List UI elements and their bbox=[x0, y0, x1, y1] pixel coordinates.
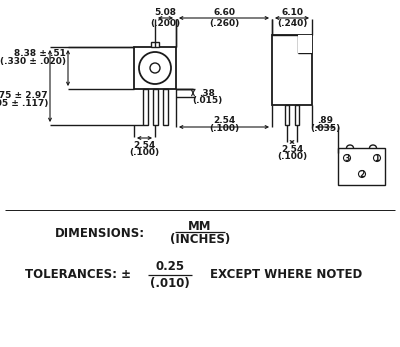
Bar bbox=[162, 89, 168, 125]
Text: (.330 ± .020): (.330 ± .020) bbox=[0, 57, 66, 66]
Text: 8.38 ± .51: 8.38 ± .51 bbox=[14, 49, 66, 58]
Text: (.015): (.015) bbox=[192, 95, 222, 104]
Text: 2.54: 2.54 bbox=[281, 144, 303, 153]
Text: (.200): (.200) bbox=[150, 18, 180, 27]
Text: (.100): (.100) bbox=[130, 147, 160, 156]
Text: 5.08: 5.08 bbox=[154, 8, 176, 17]
Text: 6.60: 6.60 bbox=[213, 8, 235, 17]
Text: (INCHES): (INCHES) bbox=[170, 232, 230, 245]
Bar bbox=[272, 35, 312, 105]
Bar bbox=[285, 105, 289, 125]
Text: 0.25: 0.25 bbox=[156, 261, 184, 273]
Text: DIMENSIONS:: DIMENSIONS: bbox=[55, 227, 145, 239]
Text: 6.10: 6.10 bbox=[281, 8, 303, 17]
Circle shape bbox=[150, 63, 160, 73]
Text: .89: .89 bbox=[317, 116, 333, 125]
Text: (.010): (.010) bbox=[150, 277, 190, 289]
Text: 2.54: 2.54 bbox=[213, 116, 235, 125]
Circle shape bbox=[139, 52, 171, 84]
Text: (.260): (.260) bbox=[209, 18, 239, 27]
Bar bbox=[151, 42, 159, 47]
Text: (.240): (.240) bbox=[277, 18, 307, 27]
Text: 3: 3 bbox=[344, 153, 350, 162]
Text: EXCEPT WHERE NOTED: EXCEPT WHERE NOTED bbox=[210, 269, 362, 281]
Bar bbox=[152, 89, 158, 125]
Bar bbox=[338, 148, 385, 185]
Text: 7.75 ± 2.97: 7.75 ± 2.97 bbox=[0, 91, 48, 100]
Bar bbox=[298, 35, 312, 53]
Circle shape bbox=[358, 170, 366, 178]
Text: 2: 2 bbox=[359, 169, 365, 178]
Text: (.100): (.100) bbox=[209, 124, 239, 133]
Text: .38: .38 bbox=[199, 88, 215, 98]
Bar bbox=[134, 47, 176, 89]
Text: (.035): (.035) bbox=[310, 124, 340, 133]
Circle shape bbox=[374, 154, 380, 161]
Text: (.305 ± .117): (.305 ± .117) bbox=[0, 99, 48, 108]
Bar bbox=[295, 105, 299, 125]
Circle shape bbox=[344, 154, 350, 161]
Text: (.100): (.100) bbox=[277, 152, 307, 161]
Text: TOLERANCES: ±: TOLERANCES: ± bbox=[25, 269, 131, 281]
Text: MM: MM bbox=[188, 220, 212, 232]
Text: 1: 1 bbox=[374, 153, 380, 162]
Bar bbox=[142, 89, 148, 125]
Text: 2.54: 2.54 bbox=[133, 141, 156, 150]
